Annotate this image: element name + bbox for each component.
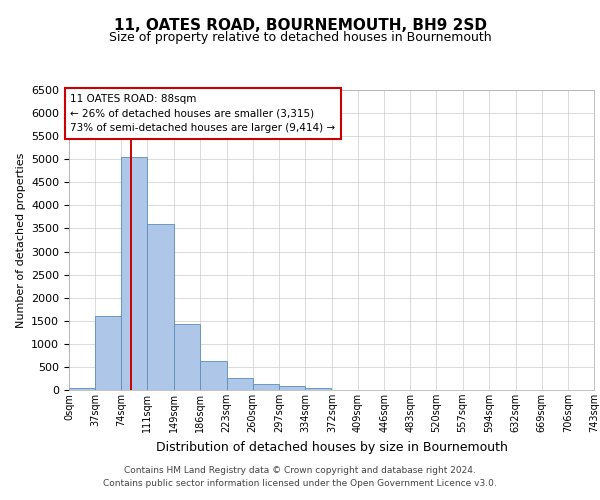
Text: 11, OATES ROAD, BOURNEMOUTH, BH9 2SD: 11, OATES ROAD, BOURNEMOUTH, BH9 2SD <box>113 18 487 32</box>
Bar <box>69 388 95 390</box>
Bar <box>279 386 305 390</box>
Bar <box>148 224 173 390</box>
Bar <box>253 384 279 390</box>
Text: 11 OATES ROAD: 88sqm
← 26% of detached houses are smaller (3,315)
73% of semi-de: 11 OATES ROAD: 88sqm ← 26% of detached h… <box>70 94 335 134</box>
Bar <box>95 316 121 390</box>
Bar <box>200 362 227 390</box>
Text: Size of property relative to detached houses in Bournemouth: Size of property relative to detached ho… <box>109 31 491 44</box>
Bar <box>174 324 200 390</box>
Bar <box>121 157 148 390</box>
X-axis label: Distribution of detached houses by size in Bournemouth: Distribution of detached houses by size … <box>155 440 508 454</box>
Y-axis label: Number of detached properties: Number of detached properties <box>16 152 26 328</box>
Bar <box>305 388 331 390</box>
Bar <box>227 378 253 390</box>
Text: Contains HM Land Registry data © Crown copyright and database right 2024.
Contai: Contains HM Land Registry data © Crown c… <box>103 466 497 487</box>
